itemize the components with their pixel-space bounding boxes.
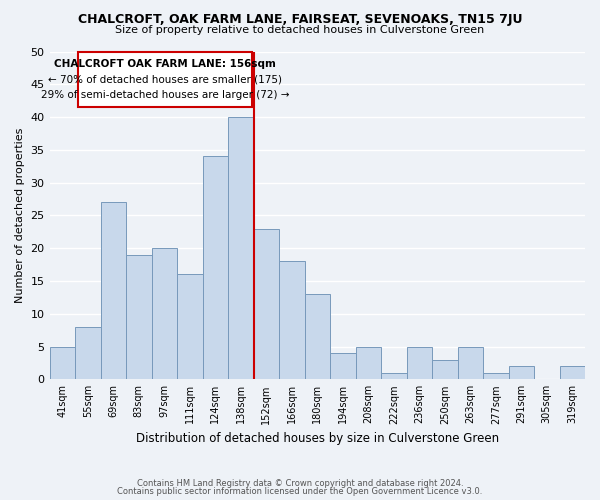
Bar: [254, 228, 279, 380]
Y-axis label: Number of detached properties: Number of detached properties: [15, 128, 25, 303]
Bar: [203, 156, 228, 380]
Bar: [330, 353, 356, 380]
Bar: [560, 366, 585, 380]
Text: 29% of semi-detached houses are larger (72) →: 29% of semi-detached houses are larger (…: [41, 90, 289, 100]
Text: CHALCROFT, OAK FARM LANE, FAIRSEAT, SEVENOAKS, TN15 7JU: CHALCROFT, OAK FARM LANE, FAIRSEAT, SEVE…: [78, 12, 522, 26]
Text: Contains HM Land Registry data © Crown copyright and database right 2024.: Contains HM Land Registry data © Crown c…: [137, 478, 463, 488]
Bar: [509, 366, 534, 380]
Bar: [381, 372, 407, 380]
FancyBboxPatch shape: [77, 52, 252, 107]
Bar: [483, 372, 509, 380]
Bar: [177, 274, 203, 380]
Bar: [407, 346, 432, 380]
Bar: [126, 254, 152, 380]
Bar: [305, 294, 330, 380]
X-axis label: Distribution of detached houses by size in Culverstone Green: Distribution of detached houses by size …: [136, 432, 499, 445]
Text: CHALCROFT OAK FARM LANE: 156sqm: CHALCROFT OAK FARM LANE: 156sqm: [54, 60, 276, 70]
Bar: [152, 248, 177, 380]
Bar: [356, 346, 381, 380]
Text: Size of property relative to detached houses in Culverstone Green: Size of property relative to detached ho…: [115, 25, 485, 35]
Text: ← 70% of detached houses are smaller (175): ← 70% of detached houses are smaller (17…: [48, 74, 282, 85]
Bar: [75, 327, 101, 380]
Bar: [432, 360, 458, 380]
Bar: [50, 346, 75, 380]
Bar: [228, 117, 254, 380]
Bar: [279, 262, 305, 380]
Text: Contains public sector information licensed under the Open Government Licence v3: Contains public sector information licen…: [118, 487, 482, 496]
Bar: [458, 346, 483, 380]
Bar: [101, 202, 126, 380]
